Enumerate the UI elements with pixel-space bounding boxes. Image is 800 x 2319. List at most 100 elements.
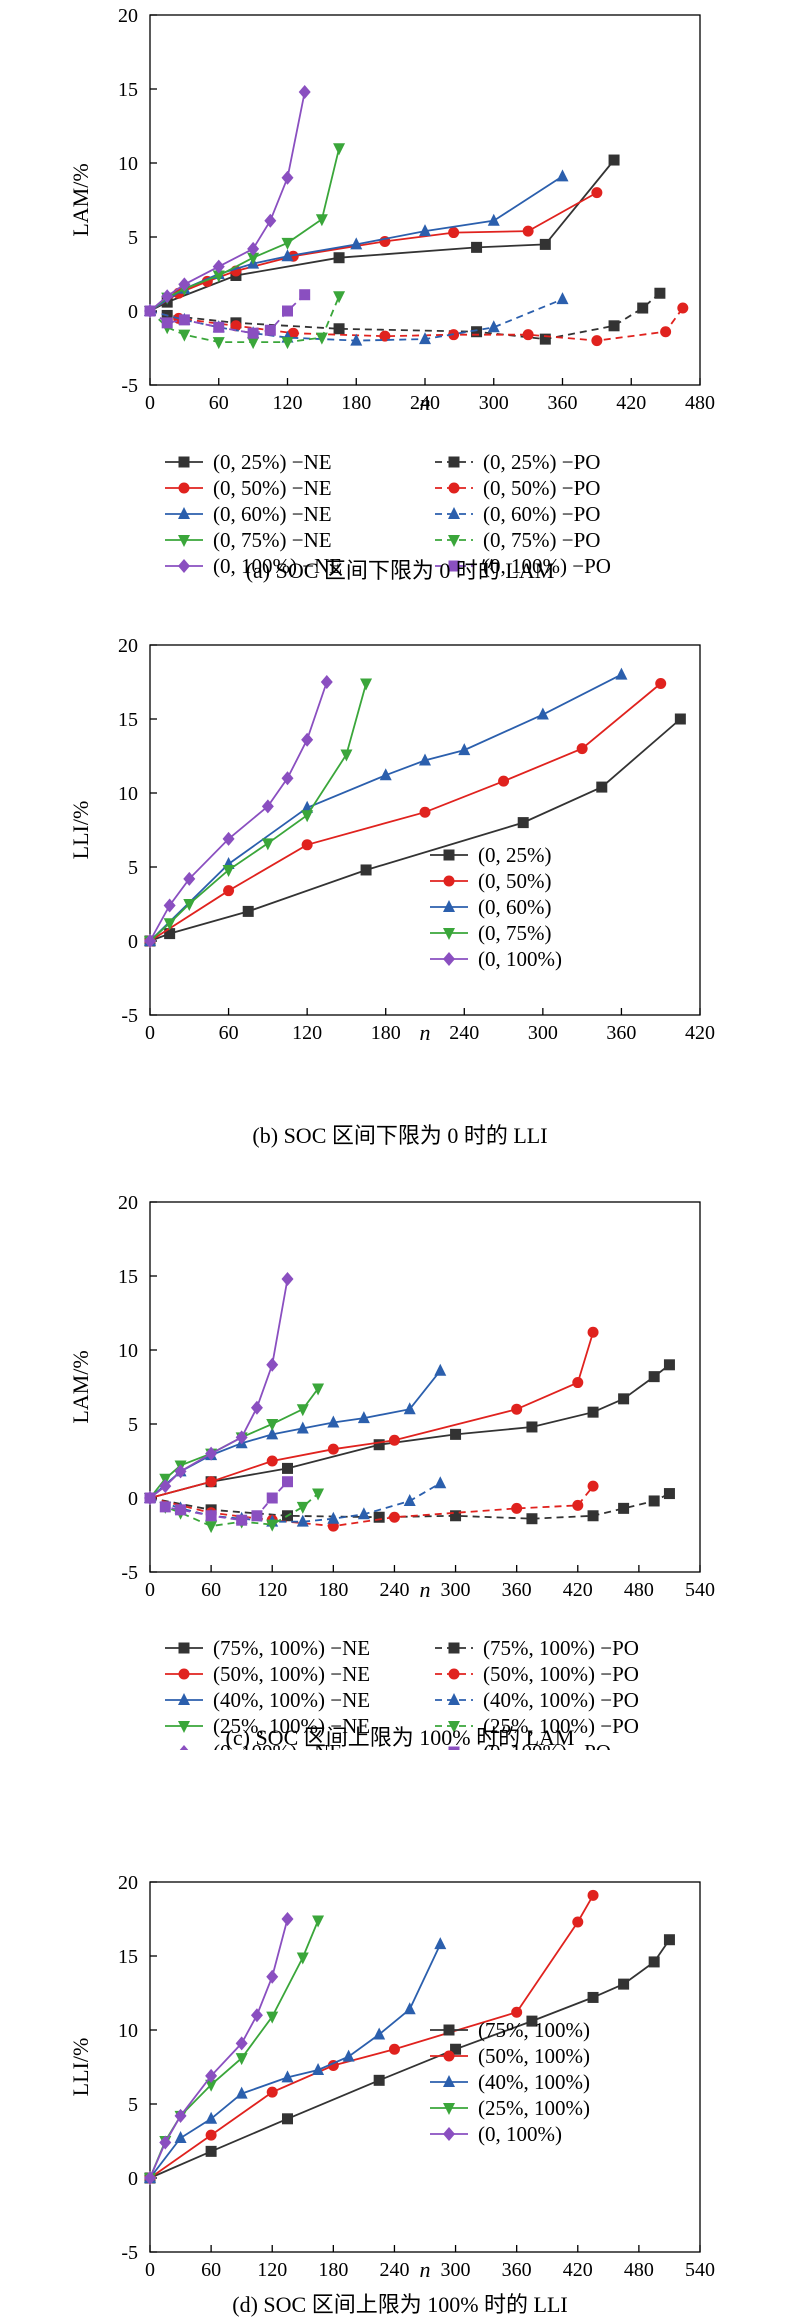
- data-point: [296, 1404, 309, 1417]
- legend-marker: [443, 2103, 455, 2115]
- series-line: [149, 1920, 319, 2179]
- y-tick-label: 15: [118, 1946, 138, 1968]
- x-tick-label: 240: [449, 1022, 479, 1044]
- legend-entry: (50%, 100%) −NE: [213, 1662, 370, 1686]
- x-tick-label: 480: [624, 2259, 654, 2281]
- data-point: [144, 1492, 156, 1504]
- data-point: [266, 1455, 278, 1467]
- legend-entry: (0, 100%): [478, 2122, 562, 2146]
- x-axis-label: n: [420, 1577, 431, 1602]
- legend-marker: [178, 482, 190, 494]
- data-point: [357, 1507, 370, 1520]
- data-point: [388, 1434, 400, 1446]
- series-line: [149, 292, 661, 341]
- data-point: [379, 330, 391, 342]
- x-tick-label: 420: [563, 2259, 593, 2281]
- data-point: [403, 2002, 416, 2015]
- data-point: [608, 154, 620, 166]
- legend-marker: [178, 456, 190, 468]
- data-point: [159, 1479, 172, 1494]
- x-tick-label: 60: [201, 2259, 221, 2281]
- y-tick-label: 20: [118, 1192, 138, 1214]
- data-point: [205, 1476, 217, 1488]
- legend: (0, 25%)(0, 50%)(0, 60%)(0, 75%)(0, 100%…: [430, 843, 562, 971]
- data-point: [159, 2135, 172, 2150]
- legend-entry: (0, 50%) −NE: [213, 476, 332, 500]
- chart-panel-2: 0 60 120 180 240 300 360 420 -5 0 5 10 15 20 n LLI/% (0,…: [68, 635, 715, 1148]
- legend-marker: [448, 1693, 460, 1705]
- plot-frame: [149, 1201, 701, 1573]
- data-point: [587, 1510, 599, 1522]
- x-tick-label: 0: [145, 1022, 155, 1044]
- data-point: [178, 277, 191, 292]
- data-point: [403, 1493, 416, 1506]
- data-point: [434, 1476, 447, 1489]
- data-point: [360, 864, 372, 876]
- data-point: [333, 323, 345, 335]
- legend-marker: [178, 1721, 190, 1733]
- data-point: [388, 2043, 400, 2055]
- series-1: [144, 1934, 675, 2184]
- data-point: [205, 2079, 218, 2092]
- data-point: [174, 2108, 187, 2123]
- data-point: [357, 1411, 370, 1424]
- y-tick-label: 5: [128, 857, 138, 879]
- y-tick-label: -5: [121, 1005, 138, 1027]
- legend-marker: [443, 2024, 455, 2036]
- x-tick-label: 0: [145, 392, 155, 414]
- data-point: [648, 1371, 660, 1383]
- y-tick-label: 10: [118, 153, 138, 175]
- data-point: [312, 2062, 325, 2075]
- data-point: [403, 1402, 416, 1415]
- data-point: [301, 810, 314, 823]
- data-point: [327, 1511, 340, 1524]
- series-2: [144, 1889, 599, 2184]
- data-point: [587, 1480, 599, 1492]
- chart-caption: (d) SOC 区间上限为 100% 时的 LLI: [232, 2292, 567, 2317]
- y-tick-label: -5: [121, 2242, 138, 2264]
- legend-marker: [178, 1693, 190, 1705]
- data-point: [235, 1430, 248, 1445]
- data-point: [373, 2074, 385, 2086]
- legend-marker: [443, 928, 455, 940]
- data-point: [596, 781, 608, 793]
- data-point: [144, 2171, 156, 2185]
- x-tick-label: 180: [318, 1579, 348, 1601]
- data-point: [183, 899, 196, 911]
- series-line: [149, 191, 598, 312]
- legend-marker: [443, 2050, 455, 2062]
- data-point: [526, 1513, 538, 1525]
- data-point: [572, 1377, 584, 1389]
- x-tick-label: 540: [685, 2259, 715, 2281]
- data-point: [648, 1956, 660, 1968]
- data-point: [296, 1501, 309, 1514]
- data-point: [222, 864, 235, 877]
- x-tick-label: 240: [410, 392, 440, 414]
- x-tick-label: 300: [528, 1022, 558, 1044]
- x-tick-label: 0: [145, 2259, 155, 2281]
- data-point: [161, 289, 174, 304]
- series-2: [144, 677, 667, 947]
- legend-marker: [448, 560, 460, 572]
- data-point: [266, 1427, 279, 1440]
- data-point: [178, 329, 191, 342]
- x-tick-label: 180: [318, 2259, 348, 2281]
- data-point: [360, 678, 373, 691]
- legend-entry: (0, 75%) −NE: [213, 528, 332, 552]
- data-point: [205, 2068, 218, 2083]
- data-point: [458, 743, 471, 756]
- data-point: [654, 287, 666, 299]
- data-point: [587, 1889, 599, 1901]
- x-tick-label: 0: [145, 1579, 155, 1601]
- y-tick-label: 10: [118, 2020, 138, 2042]
- y-tick-label: 15: [118, 1266, 138, 1288]
- data-point: [266, 2011, 279, 2024]
- series-10: [144, 289, 311, 339]
- series-5: [144, 1363, 447, 1503]
- x-tick-label: 300: [441, 2259, 471, 2281]
- data-point: [281, 771, 294, 786]
- data-point: [419, 806, 431, 818]
- data-point: [587, 1406, 599, 1418]
- data-point: [350, 237, 363, 250]
- data-point: [591, 187, 603, 199]
